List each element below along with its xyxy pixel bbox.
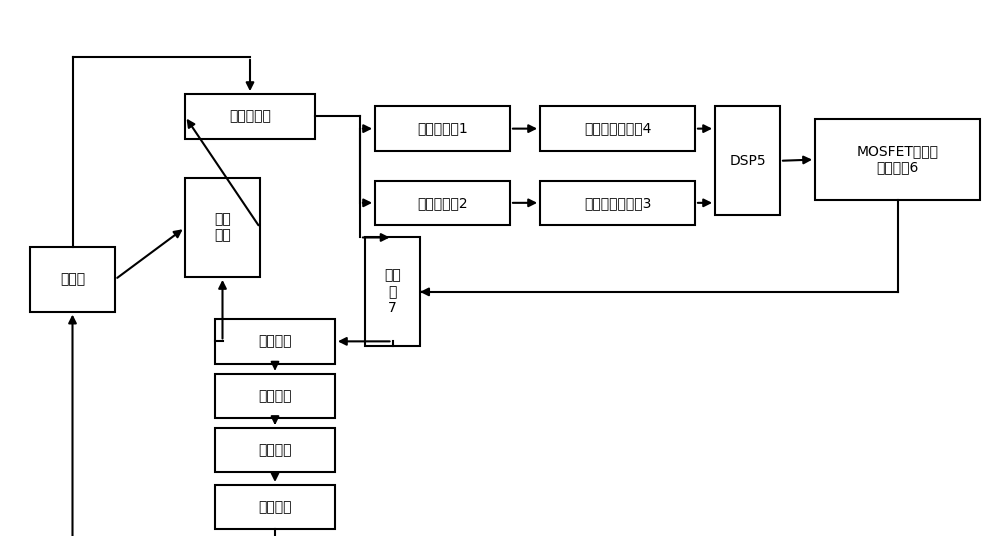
FancyBboxPatch shape bbox=[715, 106, 780, 215]
Text: 功率放大器: 功率放大器 bbox=[229, 109, 271, 123]
Text: 试验样品: 试验样品 bbox=[258, 389, 292, 403]
FancyBboxPatch shape bbox=[540, 106, 695, 151]
FancyBboxPatch shape bbox=[215, 428, 335, 472]
FancyBboxPatch shape bbox=[30, 248, 115, 311]
FancyBboxPatch shape bbox=[215, 319, 335, 363]
FancyBboxPatch shape bbox=[540, 181, 695, 225]
Text: 第一电压比较器3: 第一电压比较器3 bbox=[584, 196, 651, 210]
Text: DSP5: DSP5 bbox=[729, 154, 766, 168]
Text: 传感线圈: 传感线圈 bbox=[258, 443, 292, 457]
Text: 电容
箱
7: 电容 箱 7 bbox=[384, 269, 401, 315]
FancyBboxPatch shape bbox=[375, 106, 510, 151]
FancyBboxPatch shape bbox=[365, 237, 420, 346]
FancyBboxPatch shape bbox=[815, 119, 980, 200]
Text: 电压互感器2: 电压互感器2 bbox=[417, 196, 468, 210]
Text: 电流互感器1: 电流互感器1 bbox=[417, 122, 468, 136]
Text: 第二电压比较器4: 第二电压比较器4 bbox=[584, 122, 651, 136]
Text: MOSFET开关管
驱动电路6: MOSFET开关管 驱动电路6 bbox=[856, 144, 938, 175]
Text: 水冷
电阻: 水冷 电阻 bbox=[214, 212, 231, 243]
FancyBboxPatch shape bbox=[215, 485, 335, 530]
FancyBboxPatch shape bbox=[375, 181, 510, 225]
Text: 激磁线圈: 激磁线圈 bbox=[258, 334, 292, 348]
FancyBboxPatch shape bbox=[185, 178, 260, 277]
FancyBboxPatch shape bbox=[185, 94, 315, 138]
Text: 计算机: 计算机 bbox=[60, 272, 85, 287]
Text: 放大电路: 放大电路 bbox=[258, 500, 292, 514]
FancyBboxPatch shape bbox=[215, 374, 335, 418]
